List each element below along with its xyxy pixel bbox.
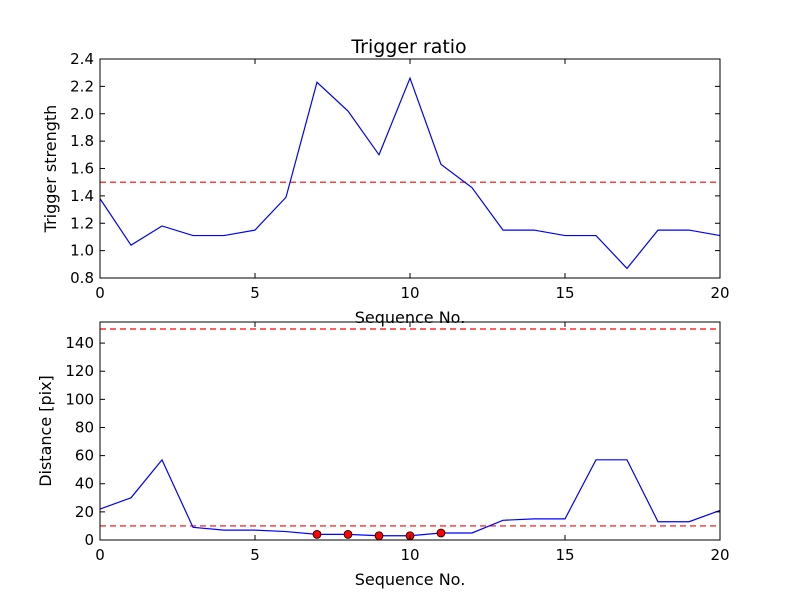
chart-title: Trigger ratio (350, 36, 466, 58)
x-axis-label: Sequence No. (355, 570, 466, 589)
y-tick-label: 60 (75, 447, 94, 465)
x-tick-label: 10 (400, 284, 419, 302)
y-tick-label: 2.4 (70, 50, 94, 68)
data-point-marker (312, 529, 322, 539)
y-tick-label: 1.8 (70, 132, 94, 150)
series-line (99, 458, 721, 537)
y-tick-label: 2.2 (70, 77, 94, 95)
y-tick-label: 0.8 (70, 269, 94, 287)
x-tick-label: 20 (710, 546, 729, 564)
y-tick-label: 100 (65, 390, 94, 408)
y-axis-label: Trigger strength (41, 105, 60, 234)
x-tick-label: 5 (250, 284, 260, 302)
axes-frame (99, 58, 721, 279)
trigger-ratio-panel: 0 5 10 15 200.81.01.21.41.61.82.02.22.4Seque… (41, 50, 730, 327)
y-tick-label: 20 (75, 503, 94, 521)
series-line (99, 76, 721, 270)
x-tick-label: 0 (95, 284, 105, 302)
y-tick-label: 1.4 (70, 187, 94, 205)
y-tick-label: 1.0 (70, 242, 94, 260)
x-tick-label: 15 (555, 546, 574, 564)
y-tick-label: 140 (65, 334, 94, 352)
y-tick-label: 1.6 (70, 160, 94, 178)
data-point-marker (374, 531, 384, 541)
x-tick-label: 20 (710, 284, 729, 302)
x-tick-label: 15 (555, 284, 574, 302)
y-tick-label: 120 (65, 362, 94, 380)
x-tick-label: 5 (250, 546, 260, 564)
x-tick-label: 0 (95, 546, 105, 564)
y-tick-label: 80 (75, 418, 94, 436)
distance-panel: 0 5 10 15 20 0 20 40 60 80 100 120 140 Sequence No. Di… (36, 321, 730, 589)
y-tick-label: 40 (75, 475, 94, 493)
y-tick-label: 0 (84, 531, 94, 549)
y-axis-label: Distance [pix] (36, 375, 55, 487)
x-tick-label: 10 (400, 546, 419, 564)
axes-frame (99, 321, 721, 541)
y-tick-label: 2.0 (70, 105, 94, 123)
y-tick-label: 1.2 (70, 214, 94, 232)
data-point-marker (343, 529, 353, 539)
data-point-marker (436, 528, 446, 538)
